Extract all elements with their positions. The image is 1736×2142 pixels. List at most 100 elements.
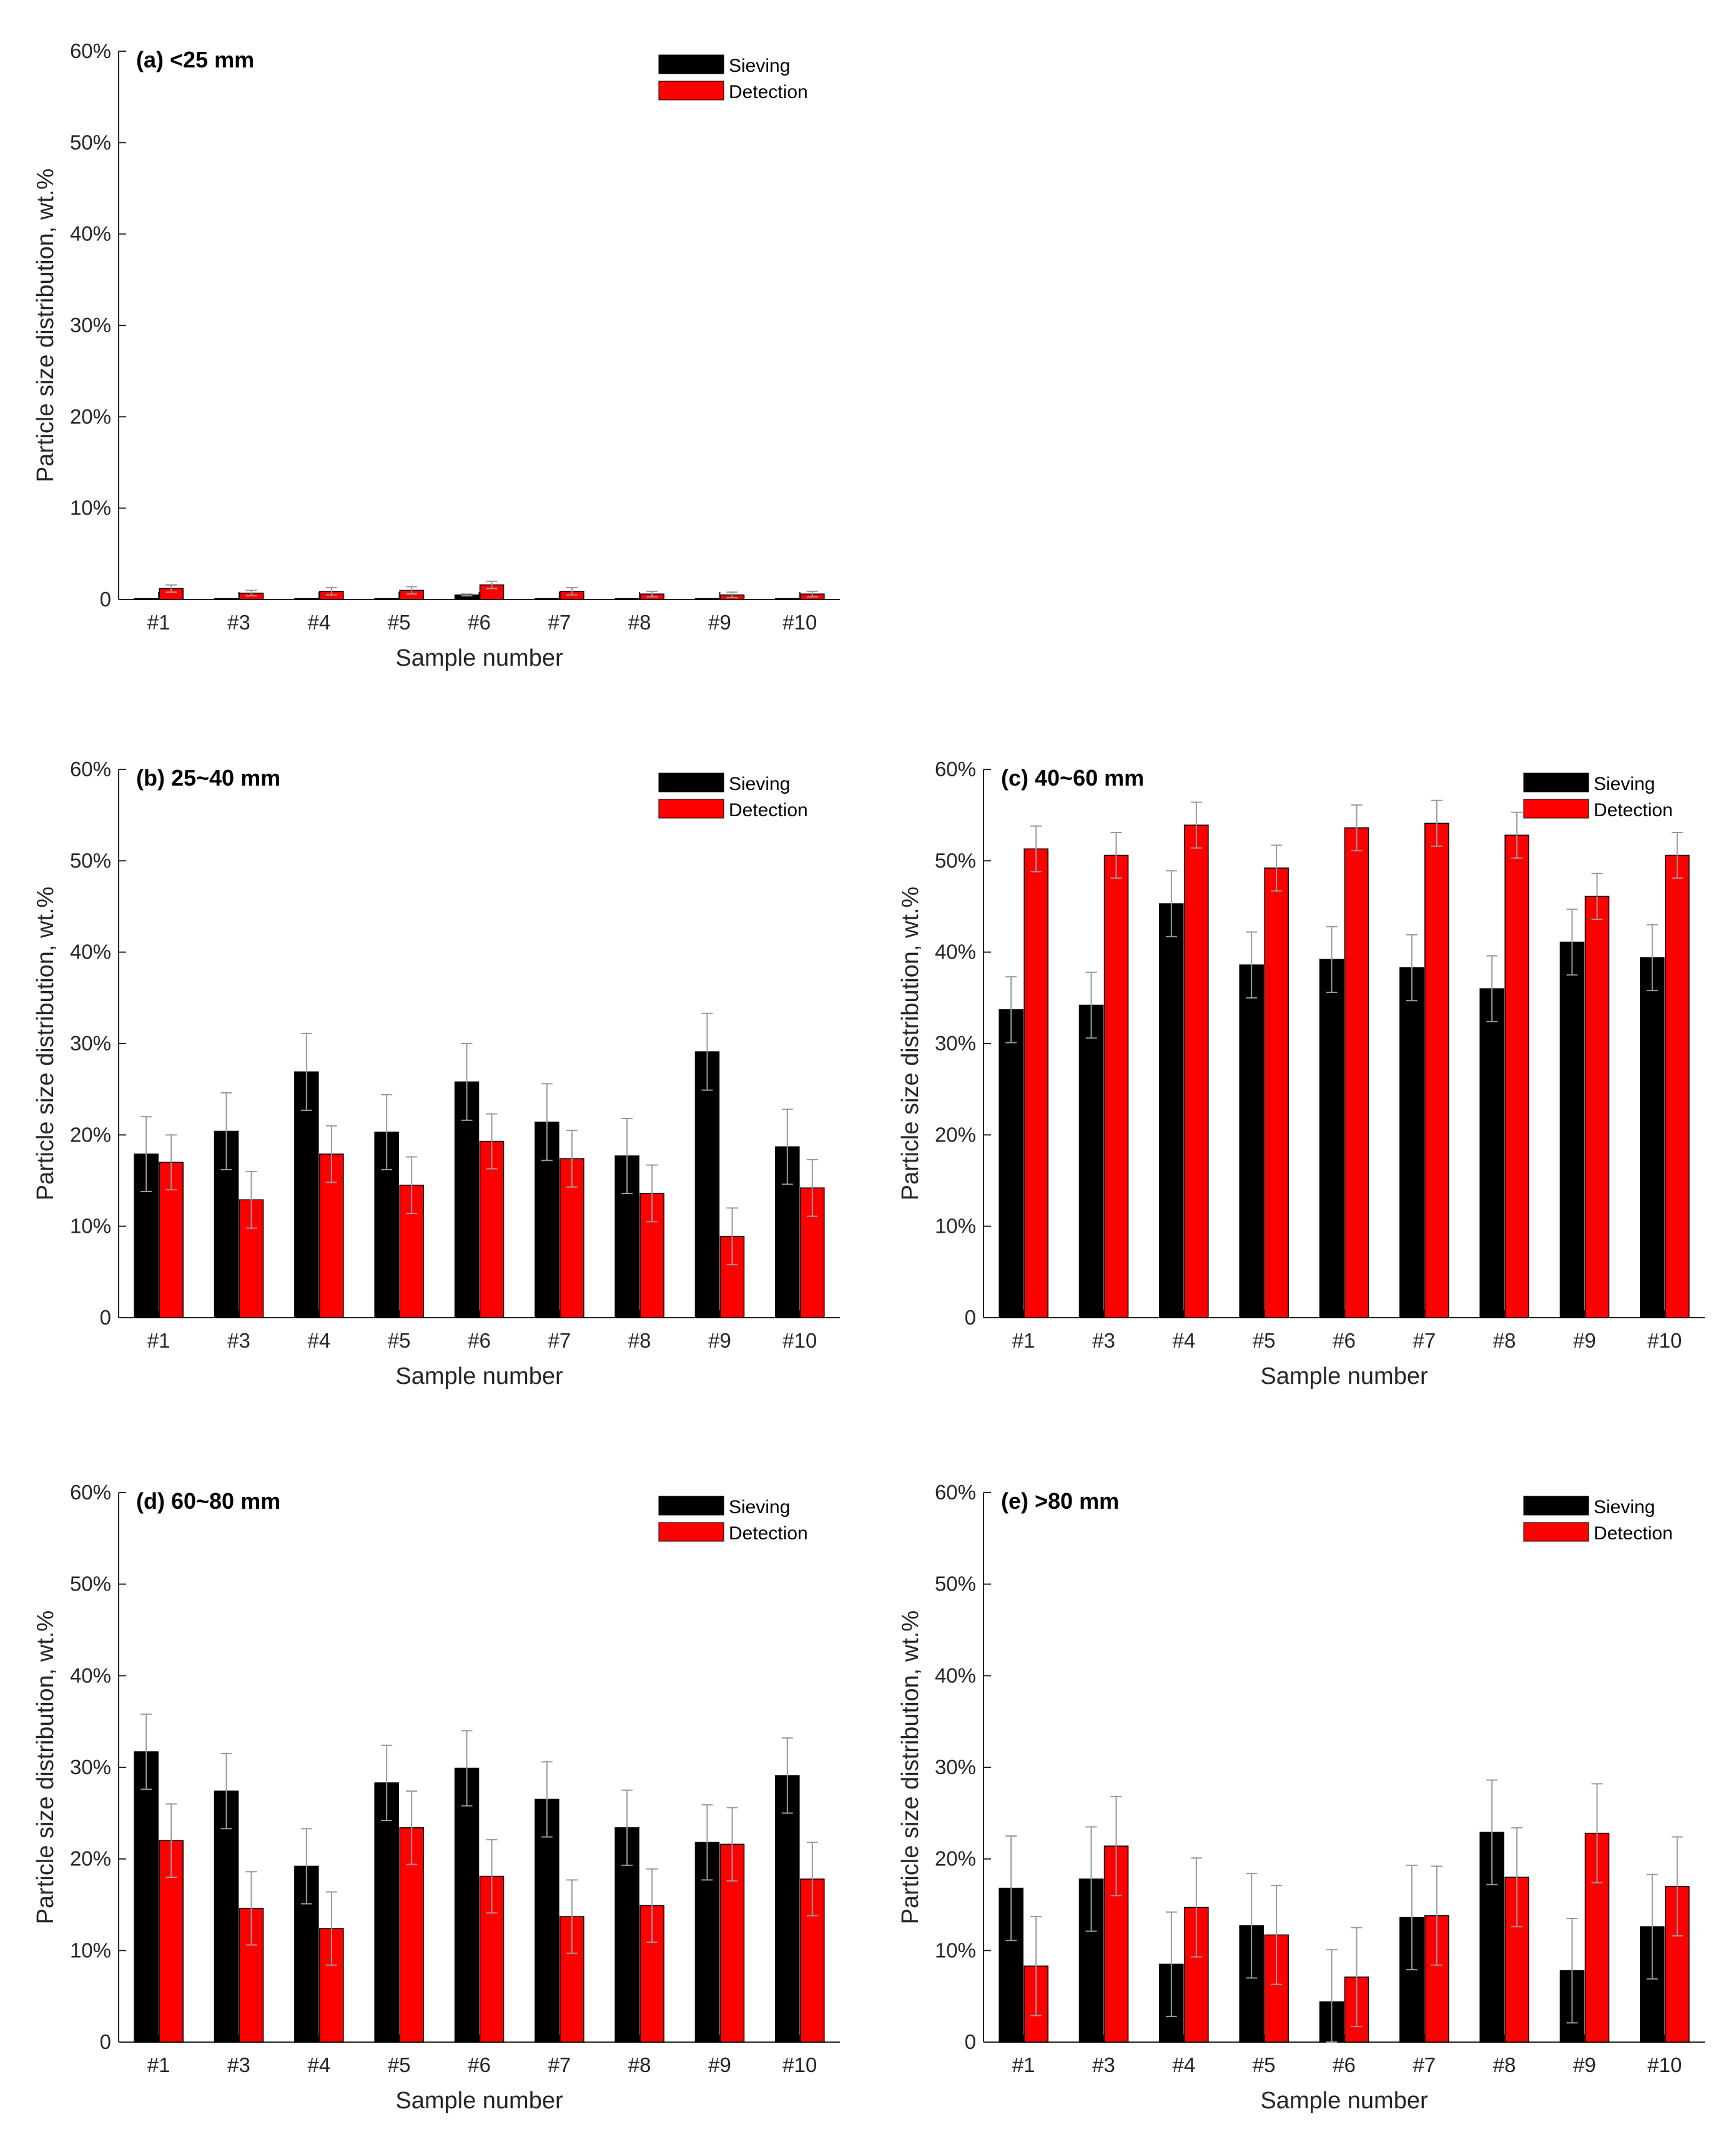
panel-title: (d) 60~80 mm [136, 1488, 280, 1514]
bar-detection-6 [1344, 827, 1369, 1318]
legend-label-sieving: Sieving [729, 56, 790, 76]
bar-sieving-1 [999, 1009, 1023, 1318]
x-axis-label: Sample number [395, 645, 563, 671]
y-axis-label: Particle size distribution, wt.% [32, 169, 59, 483]
x-tick-label: #3 [227, 1329, 250, 1352]
legend-label-detection: Detection [729, 800, 808, 821]
legend-label-detection: Detection [729, 82, 808, 102]
x-tick-label: #10 [1647, 1329, 1682, 1352]
bar-sieving-10 [1640, 957, 1665, 1318]
bar-sieving-9 [694, 598, 720, 600]
x-tick-label: #5 [1253, 1329, 1276, 1352]
bar-sieving-6 [454, 1767, 480, 2043]
x-tick-label: #5 [388, 611, 411, 634]
x-tick-label: #9 [1573, 2053, 1596, 2076]
x-tick-label: #5 [388, 1329, 411, 1352]
y-tick-label: 30% [70, 1032, 111, 1055]
bar-sieving-1 [134, 598, 159, 600]
x-axis-label: Sample number [395, 1363, 563, 1389]
bar-sieving-5 [1239, 964, 1264, 1318]
chart-panel-d: 0 10% 20% 30% 40% 50% 60% #1 #3 #4 #5 #6 #7 #8 #9 #10 (d… [32, 1481, 840, 2114]
bar-detection-5 [1264, 867, 1289, 1318]
y-tick-label: 60% [70, 39, 111, 62]
bar-detection-6 [479, 1140, 505, 1318]
x-axis-label: Sample number [395, 2088, 563, 2114]
x-tick-label: #9 [1573, 1329, 1596, 1352]
bar-sieving-10 [775, 598, 800, 600]
y-tick-label: 40% [935, 1664, 976, 1687]
x-tick-label: #8 [628, 611, 651, 634]
x-tick-label: #6 [1333, 1329, 1356, 1352]
legend-swatch-detection [658, 81, 724, 101]
x-tick-label: #7 [548, 2053, 571, 2076]
y-tick-label: 40% [70, 940, 111, 964]
bar-sieving-7 [535, 598, 560, 600]
x-tick-label: #7 [1413, 1329, 1436, 1352]
y-tick-label: 60% [70, 758, 111, 781]
legend-swatch-sieving [658, 772, 724, 792]
y-axis-label: Particle size distribution, wt.% [897, 887, 924, 1201]
x-tick-label: #8 [628, 2053, 651, 2076]
y-tick-label: 0 [100, 588, 111, 611]
x-tick-label: #6 [468, 2053, 491, 2076]
chart-panel-a: 0 10% 20% 30% 40% 50% 60% #1 #3 #4 #5 #6 #7 #8 #9 #10 (a… [32, 39, 840, 671]
y-tick-label: 0 [100, 2030, 111, 2053]
x-tick-label: #1 [147, 2053, 170, 2076]
y-tick-label: 20% [70, 1123, 111, 1146]
bar-sieving-5 [374, 1782, 399, 2043]
bar-sieving-5 [374, 598, 399, 600]
bar-sieving-3 [214, 598, 239, 600]
y-tick-label: 40% [70, 1664, 111, 1687]
bar-sieving-1 [134, 1751, 159, 2043]
legend-swatch-detection [1523, 1522, 1589, 1542]
bar-detection-4 [1184, 824, 1209, 1318]
x-tick-label: #3 [227, 2053, 250, 2076]
y-tick-label: 40% [935, 940, 976, 964]
chart-panel-b: 0 10% 20% 30% 40% 50% 60% #1 #3 #4 #5 #6 #7 #8 #9 #10 (b… [32, 758, 840, 1389]
x-tick-label: #6 [1333, 2053, 1356, 2076]
legend-swatch-sieving [1523, 1496, 1589, 1516]
x-tick-label: #1 [1012, 1329, 1035, 1352]
y-axis-label: Particle size distribution, wt.% [32, 887, 59, 1201]
y-tick-label: 60% [935, 758, 976, 781]
bar-detection-9 [1584, 896, 1610, 1318]
y-tick-label: 10% [935, 1938, 976, 1962]
x-axis-label: Sample number [1260, 2088, 1428, 2114]
x-tick-label: #1 [147, 1329, 170, 1352]
legend-swatch-sieving [658, 1496, 724, 1516]
y-tick-label: 10% [70, 1938, 111, 1962]
y-tick-label: 60% [70, 1481, 111, 1504]
y-axis-label: Particle size distribution, wt.% [897, 1611, 924, 1925]
x-tick-label: #1 [147, 611, 170, 634]
x-tick-label: #1 [1012, 2053, 1035, 2076]
x-tick-label: #8 [1493, 1329, 1516, 1352]
legend-label-sieving: Sieving [729, 774, 790, 794]
y-tick-label: 0 [100, 1306, 111, 1329]
legend-label-detection: Detection [729, 1523, 808, 1544]
x-tick-label: #9 [708, 2053, 731, 2076]
y-tick-label: 50% [70, 131, 111, 154]
x-tick-label: #4 [1172, 1329, 1195, 1352]
x-tick-label: #8 [628, 1329, 651, 1352]
bar-sieving-3 [1078, 1004, 1104, 1318]
bar-sieving-10 [775, 1775, 800, 2043]
x-tick-label: #6 [468, 611, 491, 634]
x-tick-label: #9 [708, 611, 731, 634]
x-tick-label: #4 [307, 1329, 330, 1352]
x-tick-label: #10 [782, 2053, 817, 2076]
x-tick-label: #6 [468, 1329, 491, 1352]
bar-detection-4 [1184, 1907, 1209, 2043]
bar-sieving-9 [1559, 941, 1585, 1318]
y-tick-label: 30% [935, 1755, 976, 1779]
panel-title: (e) >80 mm [1001, 1488, 1119, 1514]
x-tick-label: #7 [548, 611, 571, 634]
y-tick-label: 30% [935, 1032, 976, 1055]
y-tick-label: 30% [70, 313, 111, 337]
x-tick-label: #5 [1253, 2053, 1276, 2076]
y-tick-label: 20% [70, 1847, 111, 1870]
x-tick-label: #7 [1413, 2053, 1436, 2076]
bar-detection-8 [1504, 834, 1529, 1318]
legend-swatch-sieving [658, 54, 724, 74]
bar-detection-7 [1424, 822, 1449, 1318]
bar-sieving-4 [294, 1071, 319, 1318]
